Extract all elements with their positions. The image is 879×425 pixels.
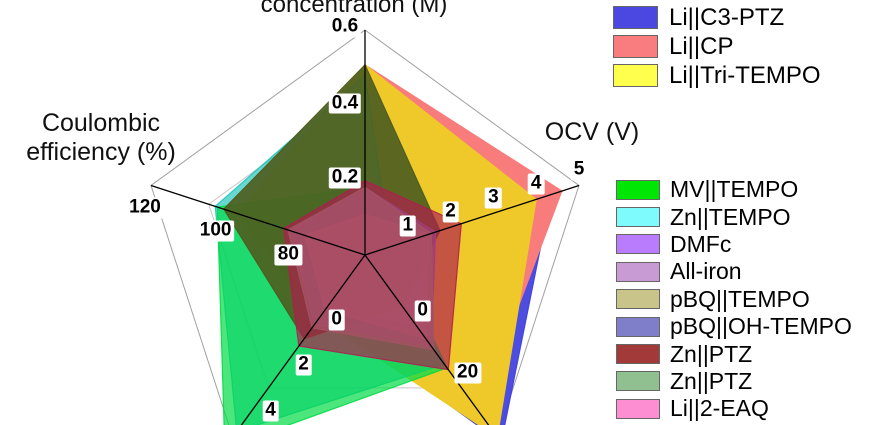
tick-label-coulombic-efficiency-100: 100 bbox=[196, 220, 235, 242]
legend-label-li-tri-tempo: Li||Tri-TEMPO bbox=[669, 61, 821, 89]
legend-swatch-zn-ptz bbox=[616, 371, 660, 392]
axis-spoke-axis-lower-right bbox=[364, 254, 490, 425]
tick-label-axis-lower-left-0: 0 bbox=[328, 308, 345, 331]
legend-item-dmfc: DMFc bbox=[616, 231, 852, 258]
grid-pentagon-outer bbox=[150, 29, 580, 425]
legend-label-zn-ptz: Zn||PTZ bbox=[670, 340, 753, 367]
legend-li-cells: Li||C3-PTZ Li||CP Li||Tri-TEMPO bbox=[613, 3, 821, 90]
tick-label-ocv-4: 4 bbox=[527, 173, 545, 195]
legend-item-all-iron: All-iron bbox=[616, 258, 852, 285]
legend-label-mv-tempo: MV||TEMPO bbox=[670, 176, 799, 203]
legend-swatch-li-2-eaq bbox=[616, 398, 660, 419]
axis-spoke-coulombic-efficiency bbox=[150, 184, 366, 256]
legend-swatch-li-c3-ptz bbox=[613, 6, 658, 29]
legend-swatch-li-tri-tempo bbox=[613, 64, 658, 87]
tick-label-coulombic-efficiency-120: 120 bbox=[126, 197, 164, 219]
legend-swatch-all-iron bbox=[616, 261, 660, 282]
axis-title-concentration: concentration (M) bbox=[260, 0, 448, 18]
legend-label-li-cp: Li||CP bbox=[669, 32, 734, 60]
legend-label-pbq-tempo: pBQ||TEMPO bbox=[670, 285, 810, 312]
axis-spoke-axis-lower-left bbox=[240, 254, 366, 425]
legend-item-li-tri-tempo: Li||Tri-TEMPO bbox=[613, 61, 821, 90]
tick-label-ocv-2: 2 bbox=[442, 201, 459, 223]
legend-swatch-li-cp bbox=[613, 35, 658, 58]
legend-swatch-pbq-oh-tempo bbox=[616, 316, 660, 337]
tick-label-axis-lower-left-4: 4 bbox=[262, 399, 279, 422]
axis-spoke-ocv bbox=[364, 184, 580, 256]
tick-label-concentration-0.4: 0.4 bbox=[328, 92, 362, 114]
legend-swatch-dmfc bbox=[616, 234, 660, 255]
legend-label-zn-tempo: Zn||TEMPO bbox=[670, 203, 791, 230]
legend-swatch-zn-tempo bbox=[616, 207, 660, 228]
tick-label-concentration-0.6: 0.6 bbox=[328, 16, 362, 38]
tick-label-ocv-3: 3 bbox=[485, 187, 502, 209]
tick-label-coulombic-efficiency-80: 80 bbox=[274, 244, 302, 266]
legend-item-zn-tempo: Zn||TEMPO bbox=[616, 203, 852, 230]
tick-label-axis-lower-left-2: 2 bbox=[295, 354, 312, 376]
legend-item-zn-ptz: Zn||PTZ bbox=[616, 368, 852, 395]
legend-swatch-mv-tempo bbox=[616, 179, 660, 200]
tick-label-axis-lower-right-20: 20 bbox=[454, 362, 482, 384]
legend-item-li-c3-ptz: Li||C3-PTZ bbox=[613, 3, 821, 32]
legend-item-mv-tempo: MV||TEMPO bbox=[616, 176, 852, 203]
legend-label-dmfc: DMFc bbox=[670, 230, 732, 257]
legend-item-pbq-tempo: pBQ||TEMPO bbox=[616, 286, 852, 313]
tick-label-ocv-5: 5 bbox=[570, 159, 588, 181]
legend-label-li-c3-ptz: Li||C3-PTZ bbox=[669, 3, 785, 31]
legend-label-all-iron: All-iron bbox=[670, 258, 742, 285]
tick-label-axis-lower-right-0: 0 bbox=[414, 300, 431, 322]
legend-item-pbq-oh-tempo: pBQ||OH-TEMPO bbox=[616, 313, 852, 340]
legend-label-zn-ptz: Zn||PTZ bbox=[670, 367, 753, 394]
tick-label-concentration-0.2: 0.2 bbox=[328, 166, 362, 189]
legend-other-cells: MV||TEMPO Zn||TEMPO DMFc All-iron pBQ||TEMPO… bbox=[616, 176, 852, 423]
legend-label-pbq-oh-tempo: pBQ||OH-TEMPO bbox=[670, 313, 852, 340]
legend-item-li-2-eaq: Li||2-EAQ bbox=[616, 395, 852, 422]
legend-label-li-2-eaq: Li||2-EAQ bbox=[670, 395, 769, 422]
legend-item-li-cp: Li||CP bbox=[613, 32, 821, 61]
axis-title-coulombic-efficiency: Coulombic efficiency (%) bbox=[26, 109, 176, 166]
legend-swatch-zn-ptz bbox=[616, 344, 660, 365]
legend-swatch-pbq-tempo bbox=[616, 289, 660, 310]
axis-title-ocv: OCV (V) bbox=[544, 118, 640, 146]
legend-item-zn-ptz: Zn||PTZ bbox=[616, 340, 852, 367]
tick-label-ocv-1: 1 bbox=[399, 215, 417, 237]
